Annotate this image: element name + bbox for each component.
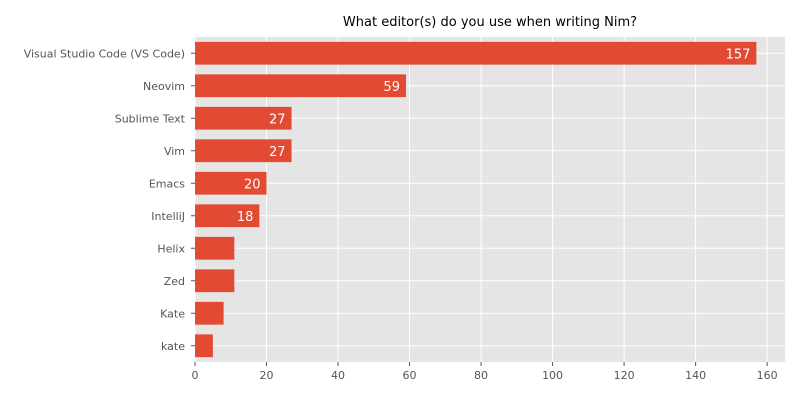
bar bbox=[195, 301, 224, 325]
data-label: 27 bbox=[269, 145, 286, 160]
bar bbox=[195, 269, 235, 293]
y-tick-label: IntelliJ bbox=[151, 210, 185, 223]
x-tick-label: 120 bbox=[614, 369, 635, 382]
chart-title: What editor(s) do you use when writing N… bbox=[343, 15, 637, 30]
bar bbox=[195, 204, 260, 228]
bar bbox=[195, 41, 757, 65]
bar bbox=[195, 171, 267, 195]
x-tick-label: 0 bbox=[192, 369, 199, 382]
data-label: 27 bbox=[269, 112, 286, 127]
y-tick-label: Sublime Text bbox=[115, 112, 186, 125]
bar bbox=[195, 74, 406, 98]
y-tick-label: Emacs bbox=[149, 177, 185, 190]
x-tick-label: 20 bbox=[260, 369, 274, 382]
bar bbox=[195, 334, 213, 358]
y-tick-label: kate bbox=[161, 340, 185, 353]
bar bbox=[195, 139, 292, 163]
y-tick-label: Zed bbox=[164, 275, 185, 288]
y-tick-label: Kate bbox=[160, 307, 185, 320]
x-tick-labels: 0 20 40 60 80 100 120 140 160 bbox=[192, 362, 778, 382]
bar bbox=[195, 236, 235, 260]
x-tick-label: 60 bbox=[403, 369, 417, 382]
y-tick-label: Neovim bbox=[143, 80, 185, 93]
data-label: 20 bbox=[244, 177, 261, 192]
y-tick-label: Visual Studio Code (VS Code) bbox=[24, 47, 185, 60]
x-tick-label: 80 bbox=[474, 369, 488, 382]
y-tick-label: Vim bbox=[164, 145, 185, 158]
x-tick-label: 100 bbox=[542, 369, 563, 382]
y-tick-label: Helix bbox=[157, 242, 185, 255]
y-tick-labels: Visual Studio Code (VS Code) Neovim Sublim… bbox=[24, 47, 195, 353]
data-label: 157 bbox=[726, 47, 751, 62]
x-tick-label: 140 bbox=[685, 369, 706, 382]
x-tick-label: 160 bbox=[757, 369, 778, 382]
bars bbox=[195, 41, 757, 358]
bar bbox=[195, 106, 292, 130]
data-label: 59 bbox=[383, 80, 400, 95]
data-labels: 157 59 27 27 20 18 bbox=[237, 47, 751, 225]
x-tick-label: 40 bbox=[331, 369, 345, 382]
data-label: 18 bbox=[237, 210, 254, 225]
